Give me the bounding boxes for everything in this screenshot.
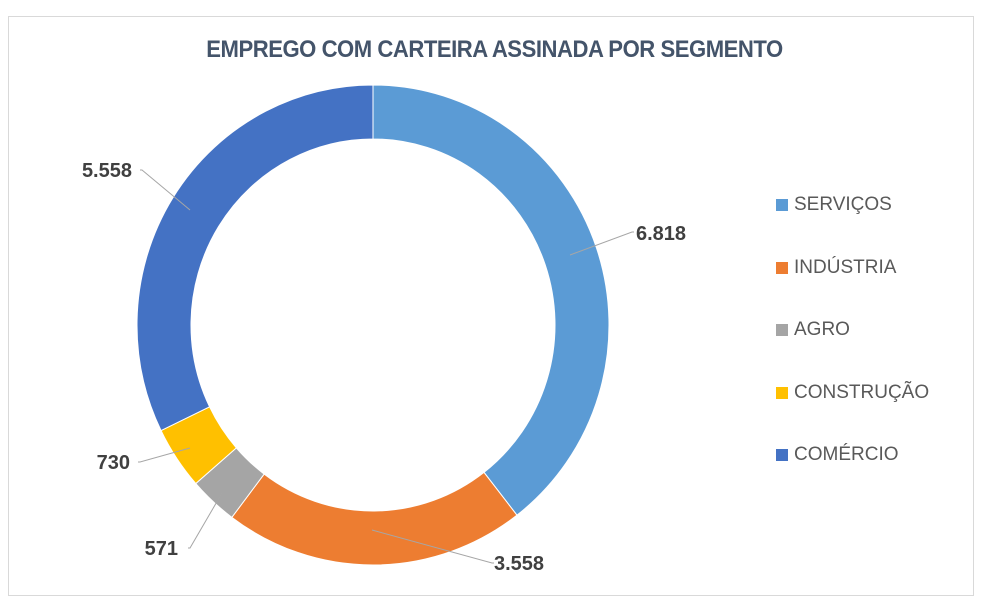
data-label: 6.818 [636,223,686,245]
donut-slice-serviços [372,84,610,516]
donut-slice-comércio [136,84,374,432]
legend-label: INDÚSTRIA [794,256,897,278]
leader-line [569,231,634,256]
legend-item: AGRO [776,299,929,362]
legend-swatch [776,261,788,274]
legend-item: SERVIÇOS [776,174,929,237]
chart-title: EMPREGO COM CARTEIRA ASSINADA POR SEGMEN… [206,36,783,63]
legend-label: SERVIÇOS [794,194,892,216]
legend-swatch [776,449,788,462]
donut-slice-indústria [231,471,518,566]
legend-item: COMÉRCIO [776,424,929,487]
data-label: 571 [145,538,178,560]
legend-item: CONSTRUÇÃO [776,362,929,425]
leader-line [140,169,191,211]
data-label: 5.558 [82,160,132,182]
legend-label: CONSTRUÇÃO [794,381,930,403]
legend-label: AGRO [794,319,850,341]
legend: SERVIÇOS INDÚSTRIA AGRO CONSTRUÇÃO COMÉRCIO [776,174,929,487]
legend-item: INDÚSTRIA [776,237,929,300]
legend-swatch [776,199,788,212]
legend-swatch [776,324,788,337]
leader-line [188,492,223,549]
data-label: 730 [97,452,130,474]
legend-swatch [776,386,788,399]
data-label: 3.558 [494,553,544,575]
legend-label: COMÉRCIO [794,444,899,466]
leader-line [138,447,191,463]
leader-line [371,529,494,564]
